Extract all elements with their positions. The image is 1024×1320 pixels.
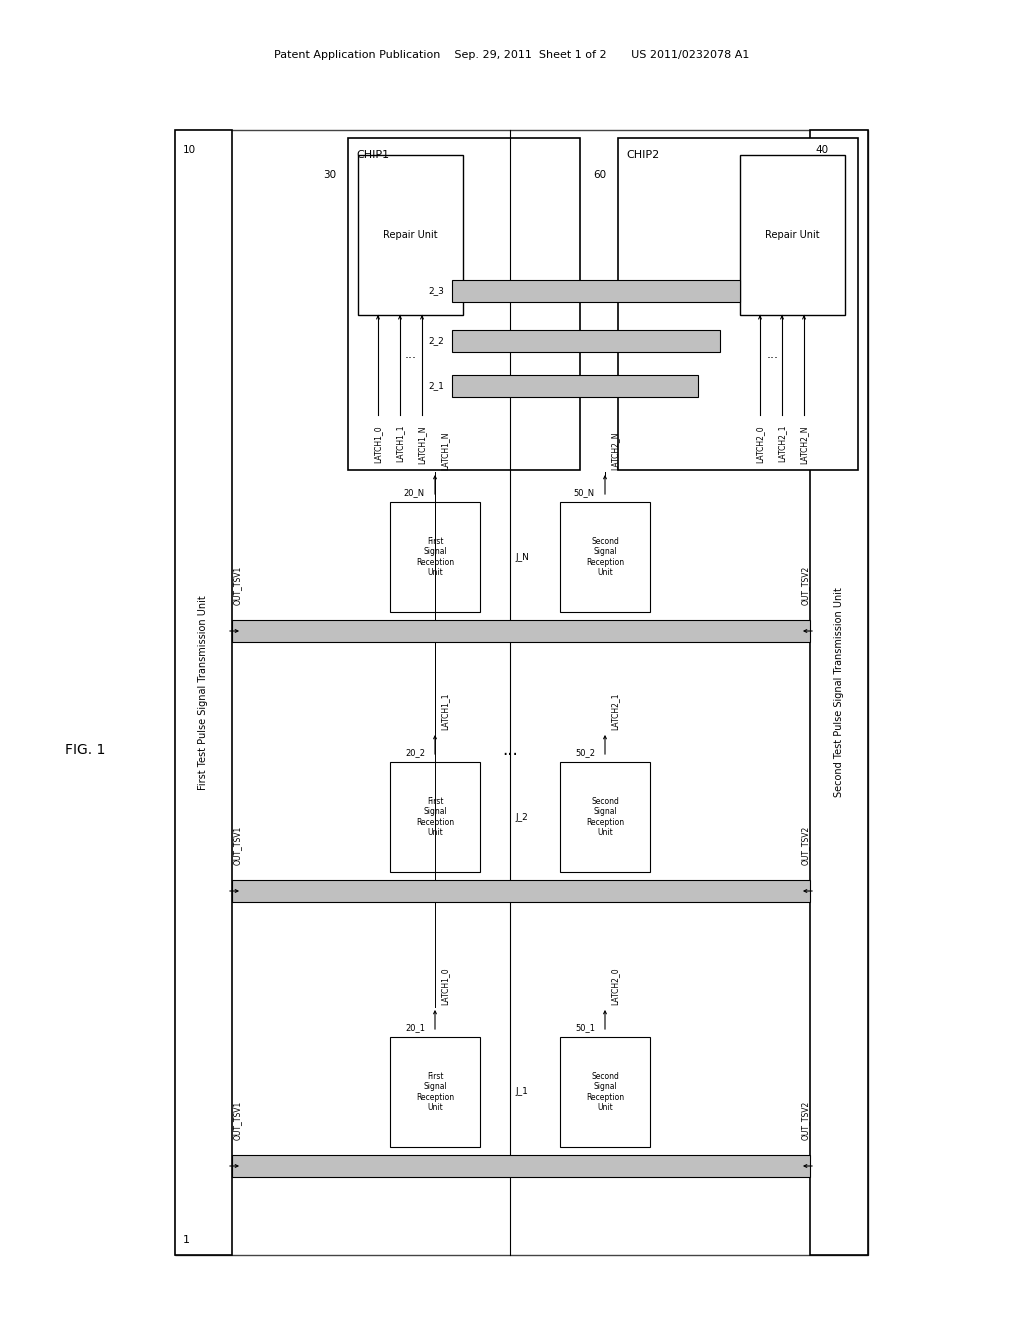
Bar bbox=[560, 502, 650, 612]
Text: 20_2: 20_2 bbox=[406, 748, 425, 756]
Text: ...: ... bbox=[502, 741, 518, 759]
Text: 30: 30 bbox=[323, 170, 336, 180]
Text: J_2: J_2 bbox=[515, 813, 527, 821]
Text: 10: 10 bbox=[183, 145, 197, 154]
Bar bbox=[175, 129, 868, 1255]
Text: LATCH2_N: LATCH2_N bbox=[800, 425, 809, 463]
Text: Second
Signal
Reception
Unit: Second Signal Reception Unit bbox=[586, 1072, 624, 1111]
Bar bbox=[232, 880, 810, 902]
Text: 2_3: 2_3 bbox=[428, 286, 444, 296]
Text: OUT_TSV2: OUT_TSV2 bbox=[801, 825, 810, 865]
Text: 50_N: 50_N bbox=[573, 488, 595, 498]
Bar bbox=[175, 129, 232, 1255]
Text: ...: ... bbox=[406, 348, 417, 362]
Text: 20_1: 20_1 bbox=[406, 1023, 425, 1032]
Text: OUT_TSV2: OUT_TSV2 bbox=[801, 1101, 810, 1139]
Text: 50_1: 50_1 bbox=[575, 1023, 595, 1032]
Text: CHIP2: CHIP2 bbox=[626, 150, 659, 160]
Bar bbox=[452, 330, 720, 352]
Text: 40: 40 bbox=[815, 145, 828, 154]
Text: LATCH1_0: LATCH1_0 bbox=[440, 968, 449, 1005]
Text: LATCH2_0: LATCH2_0 bbox=[610, 968, 618, 1005]
Text: 60: 60 bbox=[593, 170, 606, 180]
Text: OUT_TSV1: OUT_TSV1 bbox=[232, 1101, 242, 1139]
Text: LATCH1_1: LATCH1_1 bbox=[440, 693, 449, 730]
Text: First
Signal
Reception
Unit: First Signal Reception Unit bbox=[416, 1072, 454, 1111]
Text: OUT_TSV1: OUT_TSV1 bbox=[232, 565, 242, 605]
Text: LATCH1_N: LATCH1_N bbox=[440, 432, 449, 470]
Bar bbox=[810, 129, 868, 1255]
Bar bbox=[618, 139, 858, 470]
Bar bbox=[560, 762, 650, 873]
Text: LATCH2_1: LATCH2_1 bbox=[610, 693, 618, 730]
Text: 2_2: 2_2 bbox=[428, 337, 444, 346]
Text: LATCH2_0: LATCH2_0 bbox=[756, 425, 765, 462]
Text: 20_N: 20_N bbox=[403, 488, 425, 498]
Text: ...: ... bbox=[767, 348, 779, 362]
Text: Second
Signal
Reception
Unit: Second Signal Reception Unit bbox=[586, 797, 624, 837]
Text: LATCH1_0: LATCH1_0 bbox=[374, 425, 383, 462]
Bar bbox=[232, 1155, 810, 1177]
Bar bbox=[390, 502, 480, 612]
Text: First
Signal
Reception
Unit: First Signal Reception Unit bbox=[416, 537, 454, 577]
Text: 1: 1 bbox=[183, 1236, 190, 1245]
Bar bbox=[390, 762, 480, 873]
Text: Repair Unit: Repair Unit bbox=[765, 230, 820, 240]
Text: First Test Pulse Signal Transmission Unit: First Test Pulse Signal Transmission Uni… bbox=[199, 595, 209, 789]
Text: Second Test Pulse Signal Transmission Unit: Second Test Pulse Signal Transmission Un… bbox=[834, 587, 844, 797]
Text: LATCH2_N: LATCH2_N bbox=[610, 432, 618, 470]
Bar bbox=[452, 375, 698, 397]
Text: OUT_TSV2: OUT_TSV2 bbox=[801, 565, 810, 605]
Text: Patent Application Publication    Sep. 29, 2011  Sheet 1 of 2       US 2011/0232: Patent Application Publication Sep. 29, … bbox=[274, 50, 750, 59]
Text: LATCH2_1: LATCH2_1 bbox=[777, 425, 786, 462]
Text: FIG. 1: FIG. 1 bbox=[65, 743, 105, 756]
Text: 50_2: 50_2 bbox=[575, 748, 595, 756]
Text: Second
Signal
Reception
Unit: Second Signal Reception Unit bbox=[586, 537, 624, 577]
Bar bbox=[358, 154, 463, 315]
Text: Repair Unit: Repair Unit bbox=[383, 230, 438, 240]
Text: LATCH1_1: LATCH1_1 bbox=[395, 425, 404, 462]
Text: J_1: J_1 bbox=[515, 1088, 528, 1097]
Text: OUT_TSV1: OUT_TSV1 bbox=[232, 825, 242, 865]
Bar bbox=[232, 620, 810, 642]
Text: 2_1: 2_1 bbox=[428, 381, 444, 391]
Bar bbox=[560, 1038, 650, 1147]
Bar bbox=[348, 139, 580, 470]
Text: LATCH1_N: LATCH1_N bbox=[418, 425, 427, 463]
Bar bbox=[452, 280, 740, 302]
Bar bbox=[740, 154, 845, 315]
Bar bbox=[390, 1038, 480, 1147]
Text: CHIP1: CHIP1 bbox=[356, 150, 389, 160]
Text: First
Signal
Reception
Unit: First Signal Reception Unit bbox=[416, 797, 454, 837]
Text: J_N: J_N bbox=[515, 553, 528, 561]
